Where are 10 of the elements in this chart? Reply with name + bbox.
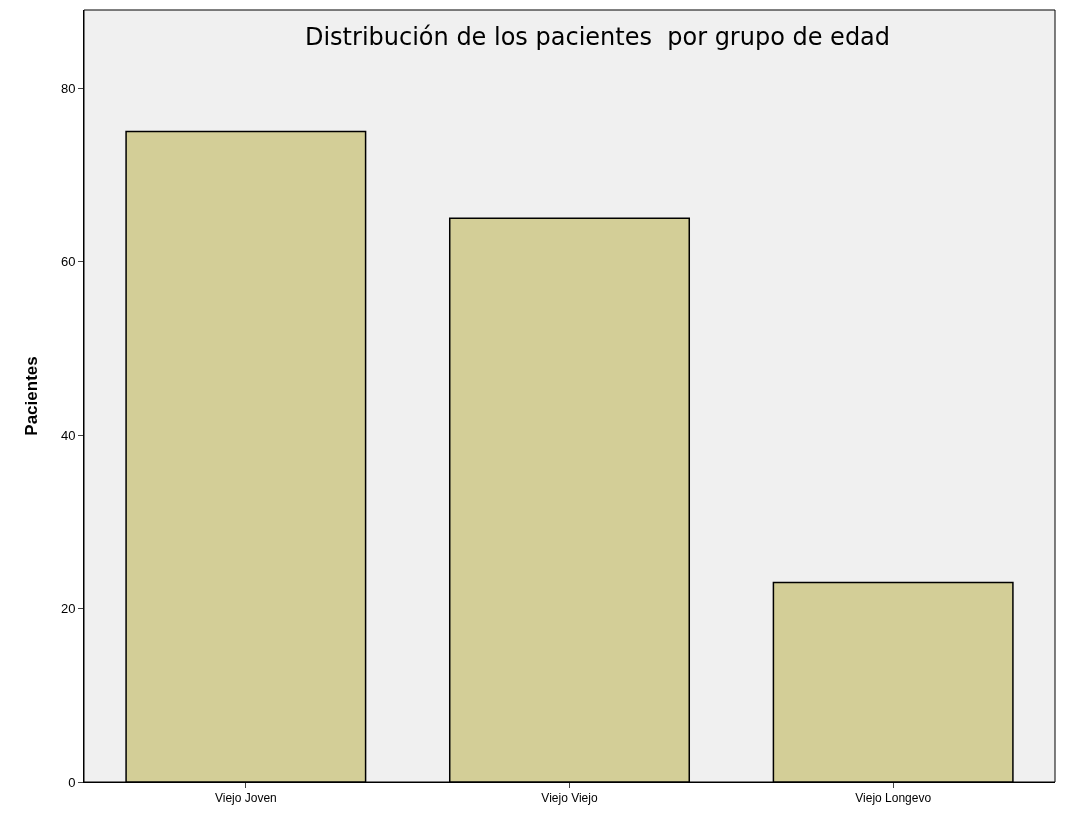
y-tick-label: 40 <box>60 427 76 443</box>
y-axis-title: Pacientes <box>22 356 42 436</box>
y-tick-label: 60 <box>60 254 76 270</box>
x-tick-label: Viejo Longevo <box>855 791 932 806</box>
y-tick-label: 0 <box>68 774 76 790</box>
x-tick-label: Viejo Joven <box>214 791 277 806</box>
y-tick-label: 80 <box>60 80 76 96</box>
x-tick-label: Viejo Viejo <box>541 791 598 806</box>
y-tick-label: 20 <box>60 601 76 617</box>
text: Distribución de los pacientes por grupo de edad <box>304 23 891 52</box>
